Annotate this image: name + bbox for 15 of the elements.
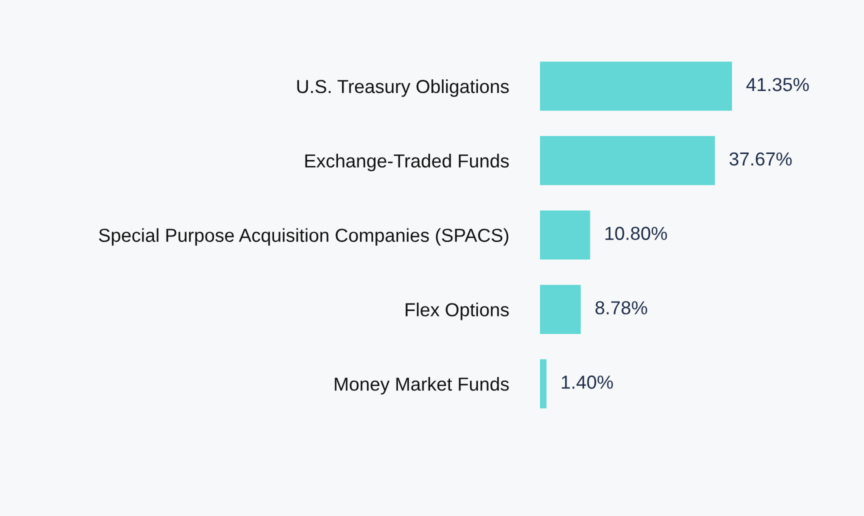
bar xyxy=(540,62,732,111)
data-label: 41.35% xyxy=(746,78,809,92)
y-tick-label: Flex Options xyxy=(406,302,509,320)
y-tick-label: Exchange-Traded Funds xyxy=(305,154,509,172)
bar xyxy=(540,284,581,334)
data-label: 8.78% xyxy=(595,301,648,314)
bar xyxy=(540,359,546,408)
data-label: 37.67% xyxy=(730,152,792,166)
bar xyxy=(540,210,590,260)
bar xyxy=(540,136,715,186)
data-label: 10.80% xyxy=(605,226,667,240)
data-label: 1.40% xyxy=(562,376,613,389)
y-tick-label: Money Market Funds xyxy=(334,377,509,394)
y-tick-label: U.S. Treasury Obligations xyxy=(297,79,509,97)
y-tick-label: Special Purpose Acquisition Companies (SPACS) xyxy=(98,228,508,246)
